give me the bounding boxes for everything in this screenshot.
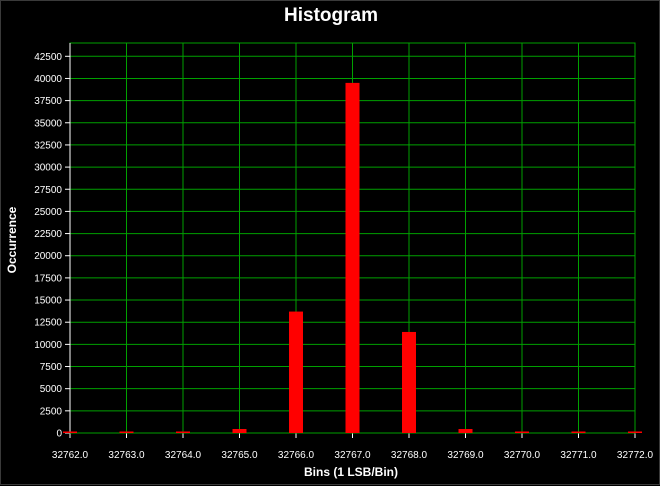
x-tick-label: 32762.0 [52, 450, 89, 461]
x-tick-label: 32768.0 [391, 450, 428, 461]
y-tick-label: 12500 [34, 318, 62, 329]
histogram-bar [119, 431, 134, 433]
y-tick-label: 7500 [40, 362, 63, 373]
histogram-bar [345, 82, 360, 434]
y-tick-label: 2500 [40, 406, 63, 417]
x-tick-label: 32764.0 [165, 450, 202, 461]
histogram-bar [571, 431, 586, 433]
histogram-bar [63, 431, 77, 433]
y-tick-label: 27500 [34, 185, 62, 196]
x-tick-label: 32769.0 [447, 450, 484, 461]
histogram-bar [515, 431, 529, 433]
histogram-bar [628, 431, 642, 433]
y-tick-label: 0 [56, 429, 62, 440]
y-tick-label: 37500 [34, 96, 62, 107]
y-tick-label: 15000 [34, 296, 62, 307]
y-tick-label: 32500 [34, 140, 62, 151]
y-tick-label: 5000 [40, 384, 63, 395]
x-axis-label: Bins (1 LSB/Bin) [303, 465, 398, 479]
chart-title: Histogram [284, 5, 378, 26]
y-tick-label: 10000 [34, 340, 62, 351]
y-tick-label: 35000 [34, 118, 62, 129]
x-tick-label: 32770.0 [504, 450, 541, 461]
x-tick-label: 32763.0 [108, 450, 145, 461]
y-tick-label: 25000 [34, 207, 62, 218]
x-tick-label: 32765.0 [221, 450, 258, 461]
histogram-bar [176, 431, 190, 433]
x-tick-label: 32772.0 [617, 450, 654, 461]
y-tick-label: 42500 [34, 52, 62, 63]
histogram-bar [232, 429, 247, 433]
x-tick-label: 32771.0 [560, 450, 597, 461]
y-tick-label: 17500 [34, 273, 62, 284]
y-tick-label: 22500 [34, 229, 62, 240]
y-tick-label: 20000 [34, 251, 62, 262]
y-tick-label: 30000 [34, 163, 62, 174]
histogram-bar [402, 331, 416, 433]
histogram-bar [289, 311, 303, 433]
histogram-bar [458, 429, 473, 433]
y-tick-label: 40000 [34, 74, 62, 85]
x-tick-label: 32767.0 [334, 450, 371, 461]
x-tick-label: 32766.0 [278, 450, 315, 461]
